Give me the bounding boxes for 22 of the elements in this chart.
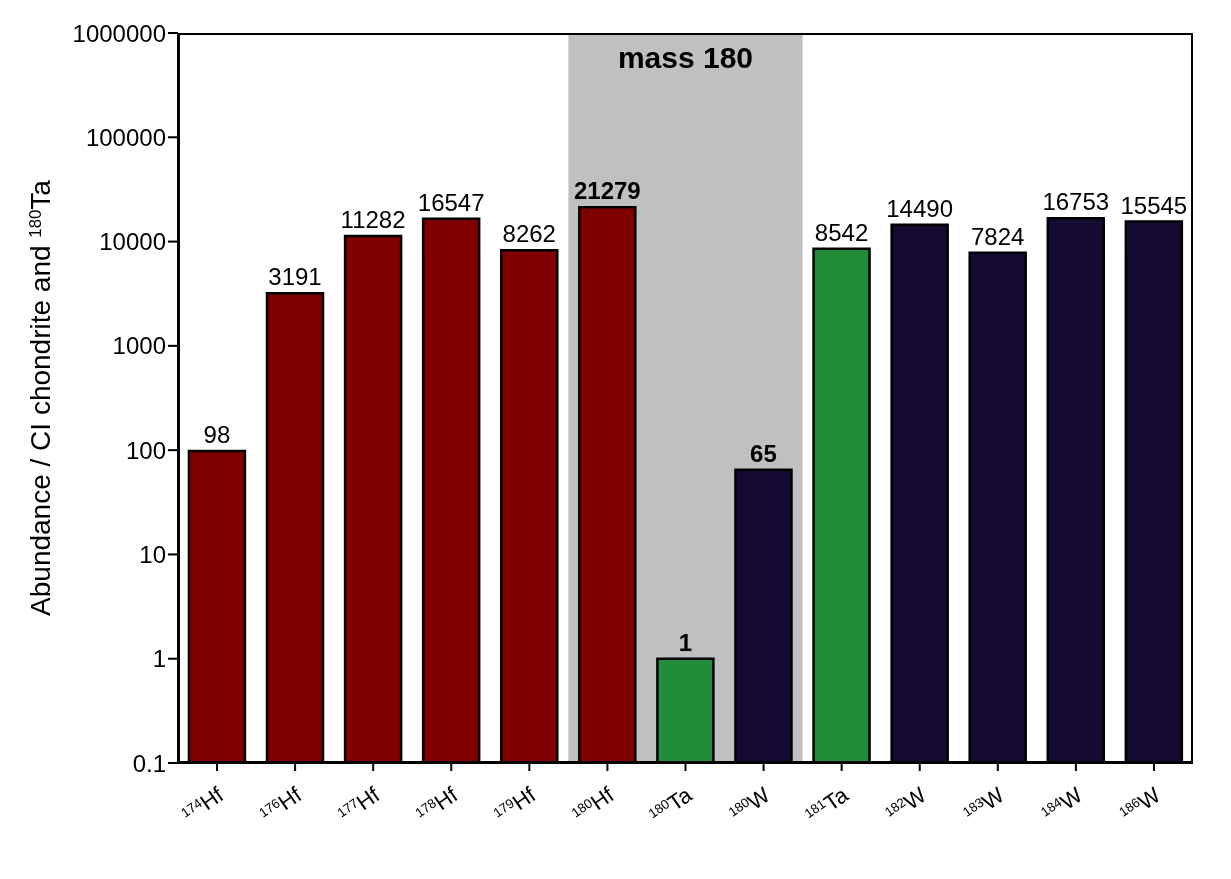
data-label: 16753: [1042, 188, 1110, 216]
data-label: 21279: [573, 177, 641, 205]
data-label: 8542: [814, 218, 869, 246]
y-tick-label: 100: [125, 436, 166, 464]
y-tick-label: 1000000: [72, 19, 166, 47]
data-label: 3191: [268, 263, 322, 291]
data-label: 15545: [1120, 191, 1188, 219]
y-tick-label: 10000: [99, 228, 166, 256]
data-label: 14490: [886, 194, 953, 222]
data-label: 65: [750, 439, 777, 467]
data-label: 11282: [340, 206, 406, 234]
data-label: 8262: [502, 220, 556, 248]
y-tick-label: 1000: [112, 332, 166, 360]
data-label: 16547: [417, 188, 485, 216]
y-tick-label: 0.1: [132, 749, 166, 777]
data-label: 98: [203, 421, 231, 449]
y-tick-label: 10: [139, 540, 166, 568]
band-label: mass 180: [617, 41, 754, 75]
y-tick-label: 100000: [85, 123, 166, 151]
data-label: 7824: [971, 222, 1025, 250]
y-tick-label: 1: [152, 645, 166, 673]
data-label: 1: [678, 628, 693, 656]
